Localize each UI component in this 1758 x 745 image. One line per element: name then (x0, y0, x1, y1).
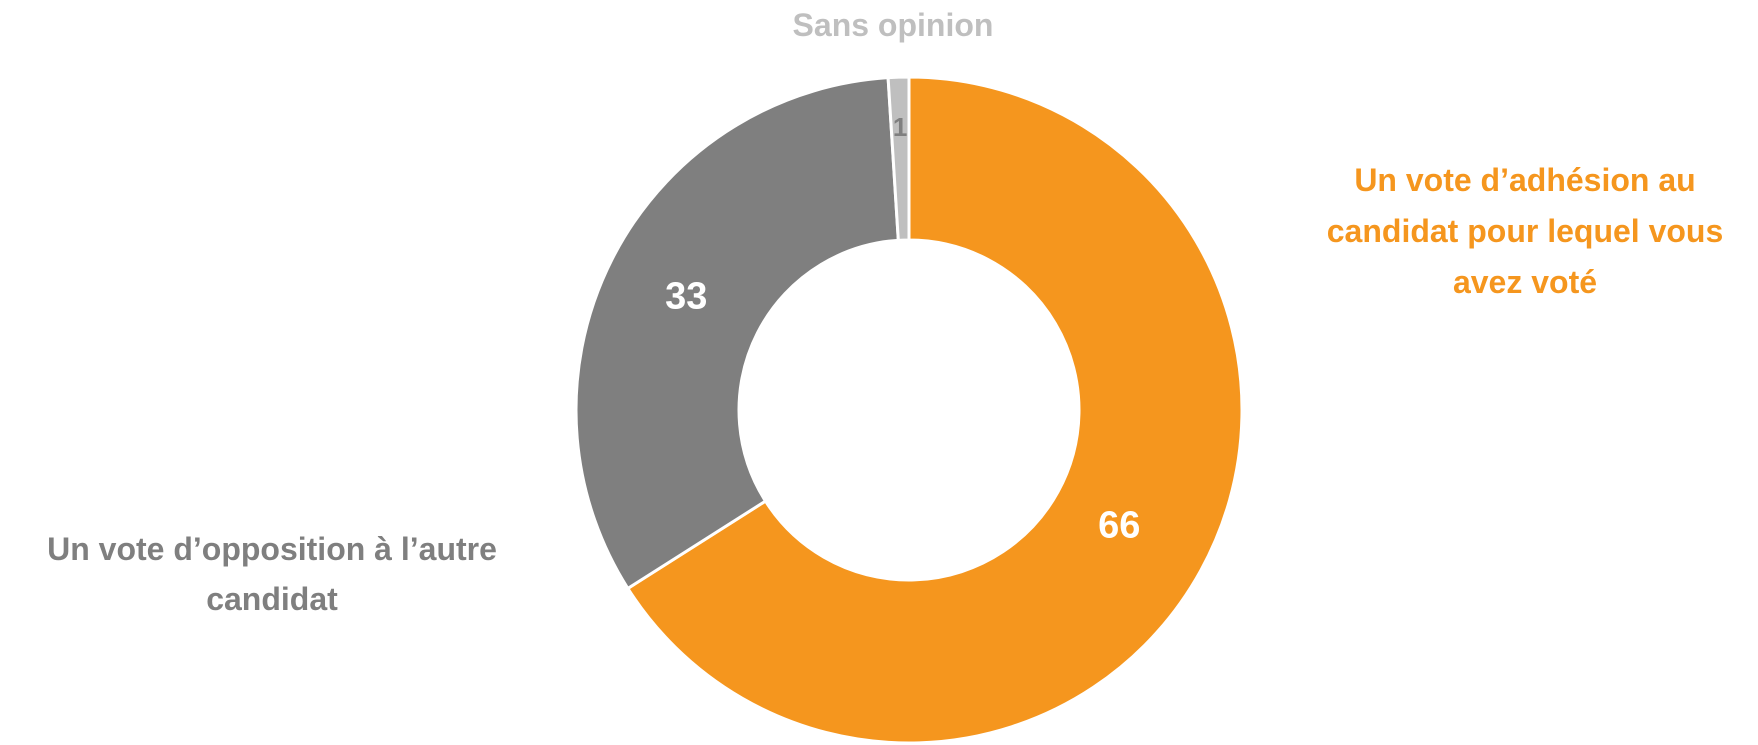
category-label-sans-opinion-line: Sans opinion (793, 7, 994, 43)
value-label-adhesion: 66 (1098, 505, 1140, 547)
category-label-adhesion-line: avez voté (1453, 264, 1597, 300)
category-label-adhesion: Un vote d’adhésion au candidat pour leque… (1327, 162, 1724, 300)
category-label-opposition-line: Un vote d’opposition à l’autre (47, 531, 497, 567)
donut-slices (574, 75, 1244, 745)
slice-adhesion (625, 75, 1244, 745)
category-label-opposition: Un vote d’opposition à l’autre candidat (47, 531, 497, 617)
value-label-opposition: 33 (665, 276, 707, 318)
slice-sans-opinion (886, 75, 911, 242)
slice-opposition (574, 76, 900, 591)
category-label-adhesion-line: Un vote d’adhésion au (1354, 162, 1695, 198)
category-label-opposition-line: candidat (206, 581, 338, 617)
category-label-adhesion-line: candidat pour lequel vous (1327, 213, 1724, 249)
data-labels: 66 33 1 (665, 112, 1140, 546)
category-label-sans-opinion: Sans opinion (793, 7, 994, 43)
category-labels: Un vote d’adhésion au candidat pour leque… (47, 7, 1723, 617)
value-label-sans-opinion: 1 (893, 112, 907, 142)
